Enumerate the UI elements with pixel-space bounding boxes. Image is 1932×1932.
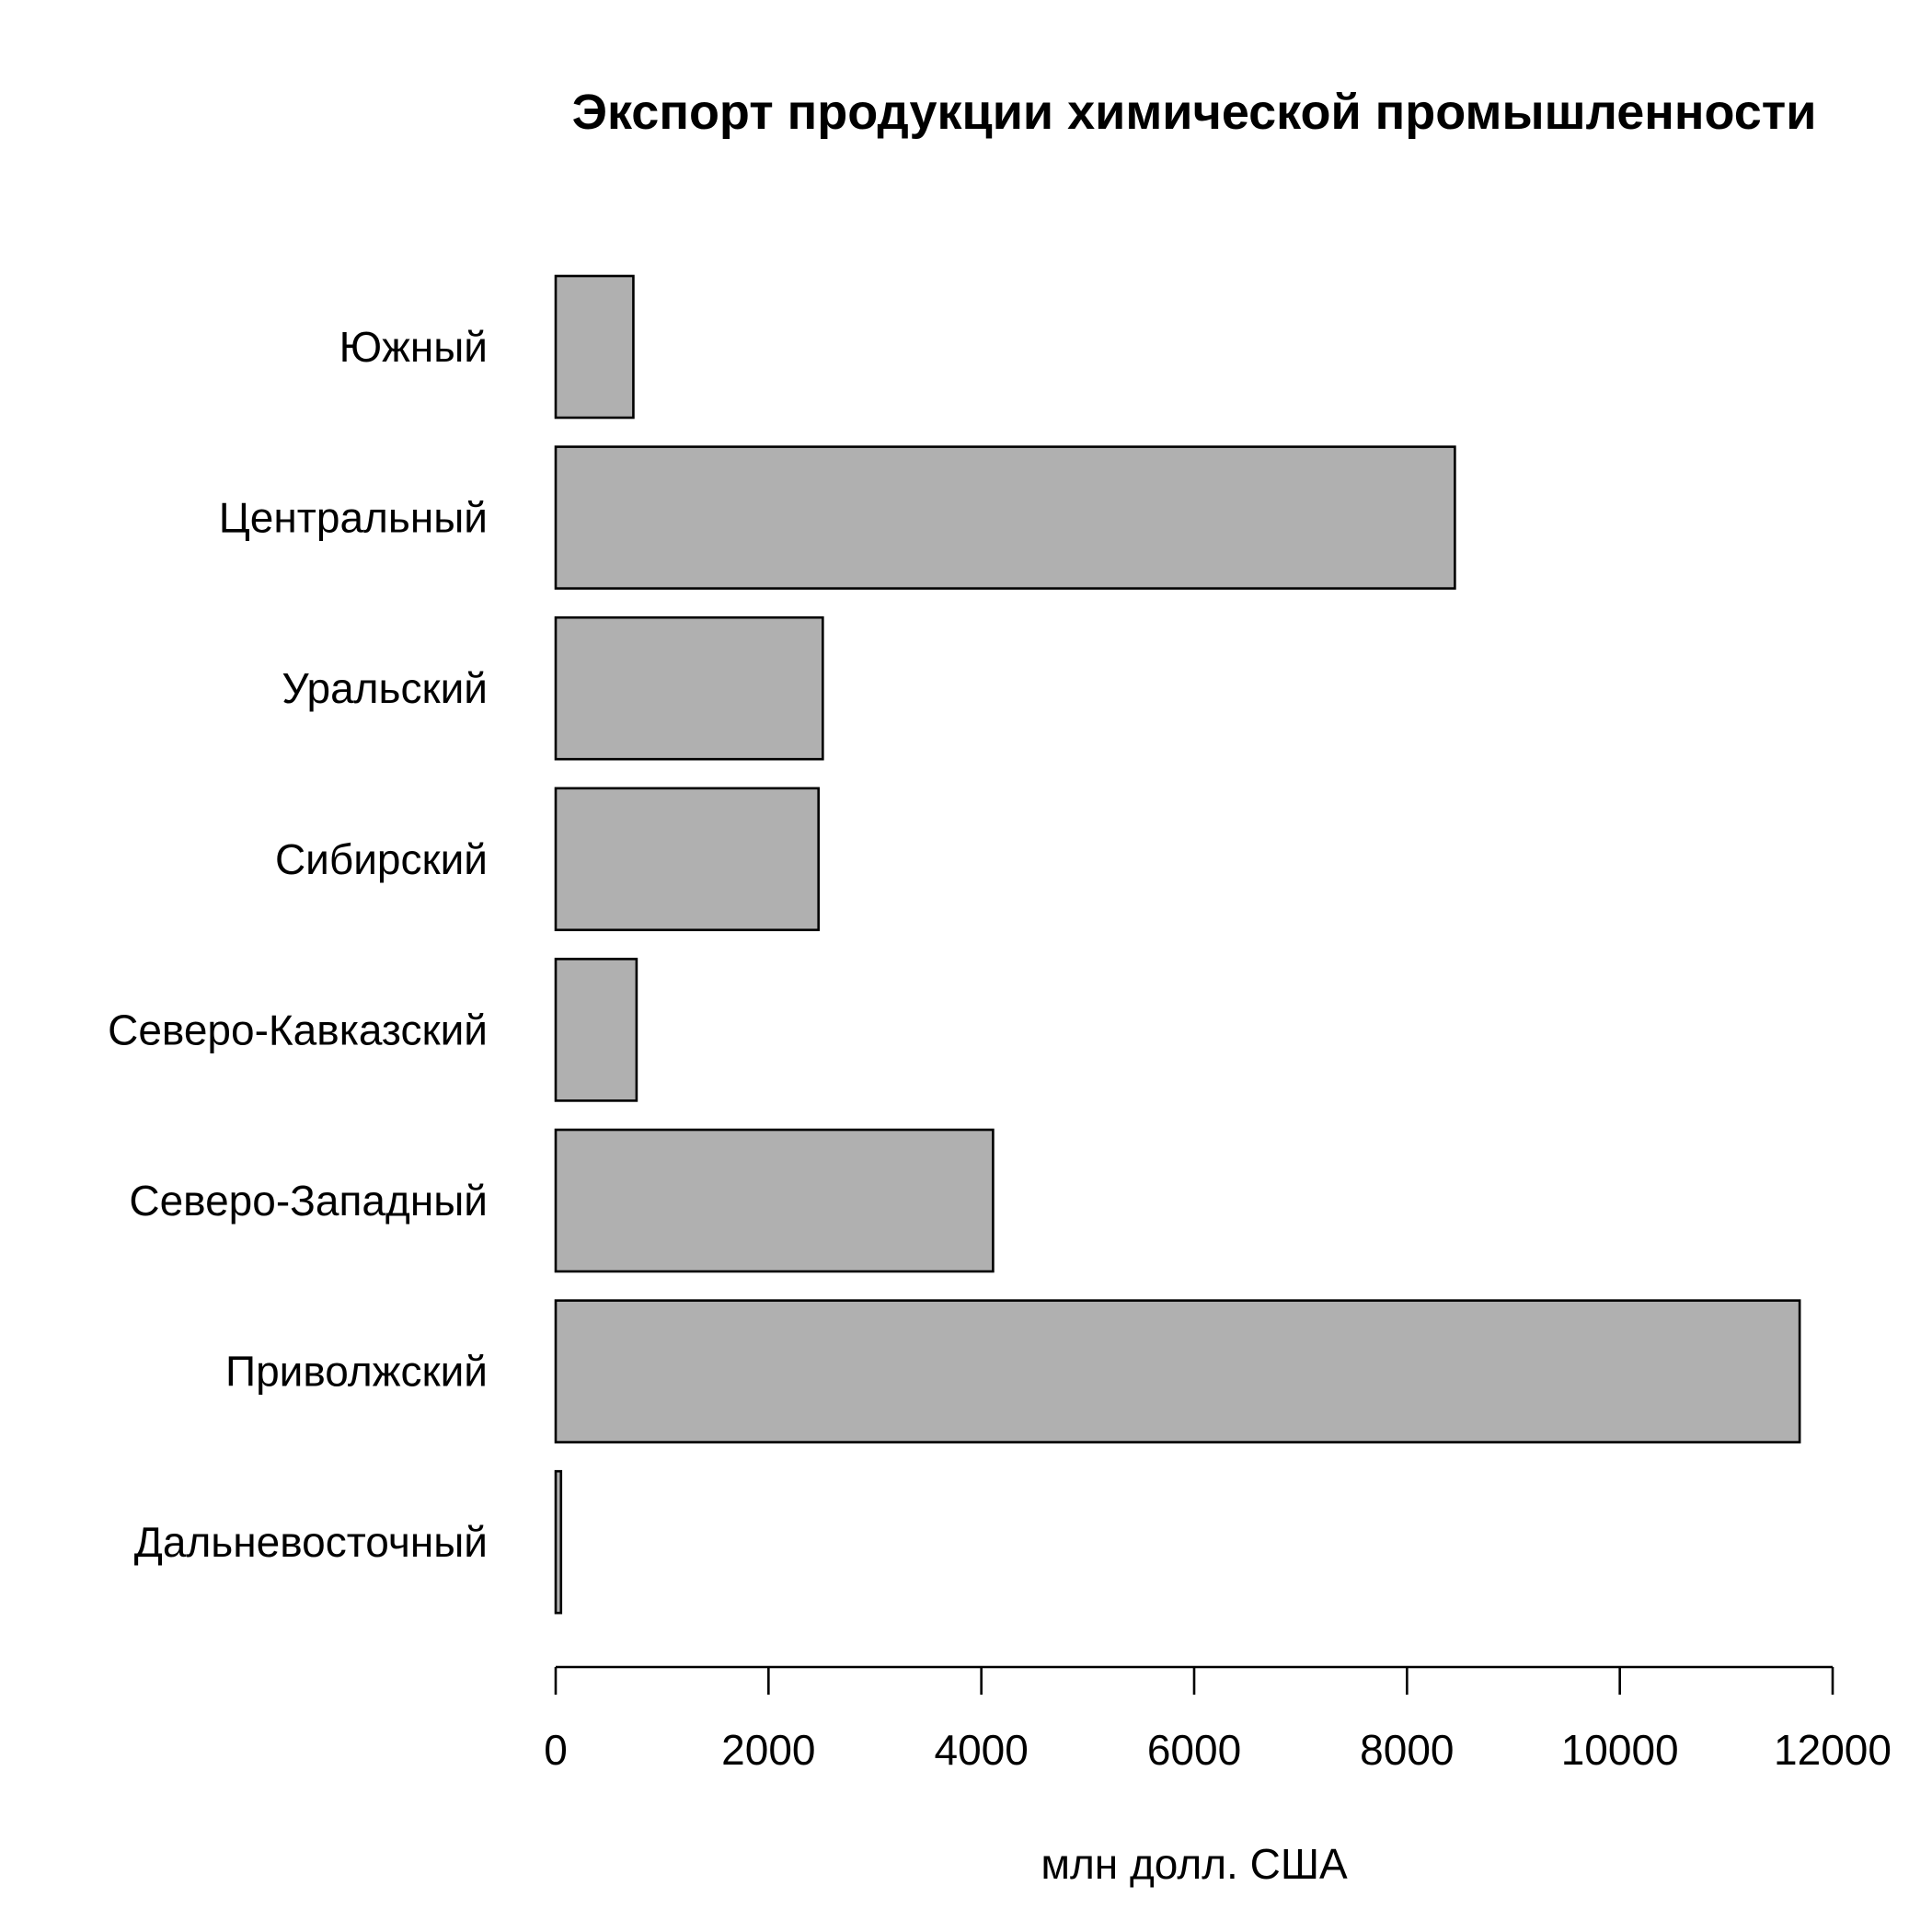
x-tick-label: 0 <box>544 1726 568 1774</box>
x-tick-label: 4000 <box>934 1726 1028 1774</box>
bar <box>554 1128 995 1273</box>
x-axis: 0 2000 4000 6000 8000 10000 12000 <box>544 1665 1892 1774</box>
category-label: Северо-Кавказский <box>108 1006 488 1053</box>
bar <box>554 615 824 761</box>
x-tick-label: 12000 <box>1774 1726 1892 1774</box>
category-labels-group: Южный Центральный Уральский Сибирский Северо… <box>108 323 488 1566</box>
x-tick-label: 8000 <box>1360 1726 1454 1774</box>
x-tick-label: 6000 <box>1147 1726 1241 1774</box>
bars-group <box>554 274 1801 1615</box>
bar <box>554 445 1456 590</box>
x-axis-label: млн долл. США <box>1041 1840 1348 1888</box>
category-label: Сибирский <box>275 835 488 883</box>
x-tick-label: 10000 <box>1561 1726 1679 1774</box>
bar <box>554 958 638 1102</box>
bar <box>554 787 820 932</box>
category-label: Приволжский <box>225 1348 488 1396</box>
bar <box>554 1299 1801 1443</box>
category-label: Северо-Западный <box>129 1177 488 1225</box>
chart-title: Экспорт продукции химической промышленно… <box>572 85 1817 140</box>
bar <box>554 1469 563 1615</box>
category-label: Дальневосточный <box>134 1518 488 1566</box>
category-label: Центральный <box>219 494 488 542</box>
category-label: Южный <box>339 323 488 371</box>
bar <box>554 274 635 420</box>
category-label: Уральский <box>282 664 488 712</box>
x-tick-label: 2000 <box>721 1726 815 1774</box>
